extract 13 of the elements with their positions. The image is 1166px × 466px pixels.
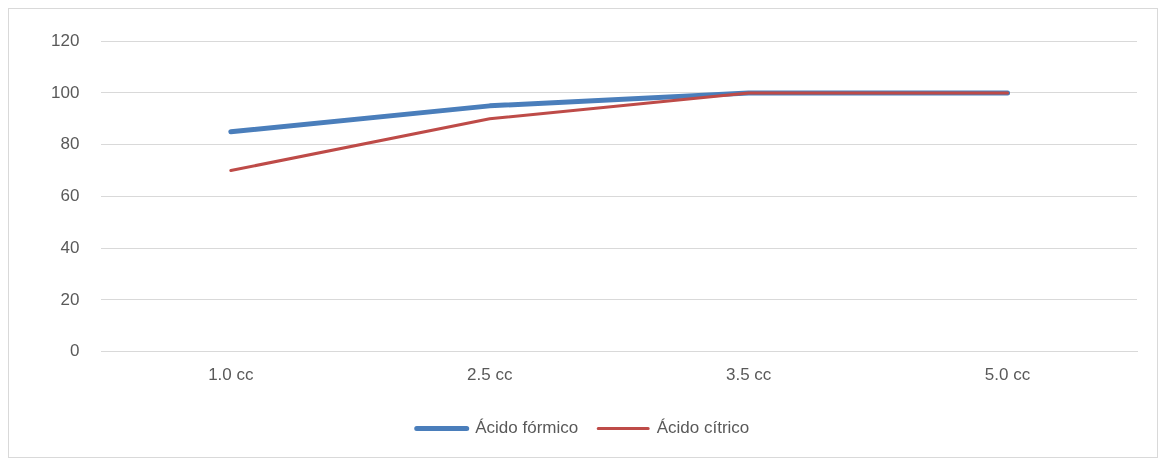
y-tick-label: 0 [69, 341, 80, 361]
x-tick-label: 1.0 cc [208, 365, 254, 385]
y-tick-label: 120 [50, 30, 80, 50]
y-tick-label: 80 [60, 134, 80, 154]
y-tick-label: 20 [60, 289, 80, 309]
legend-label: Ácido fórmico [475, 418, 579, 438]
y-tick-label: 40 [60, 237, 80, 257]
y-tick-label: 100 [50, 82, 80, 102]
legend-label: Ácido cítrico [656, 418, 750, 438]
x-tick-label: 2.5 cc [467, 365, 513, 385]
x-tick-label: 3.5 cc [725, 365, 772, 385]
y-tick-label: 60 [60, 186, 80, 206]
x-tick-label: 5.0 cc [984, 365, 1031, 385]
